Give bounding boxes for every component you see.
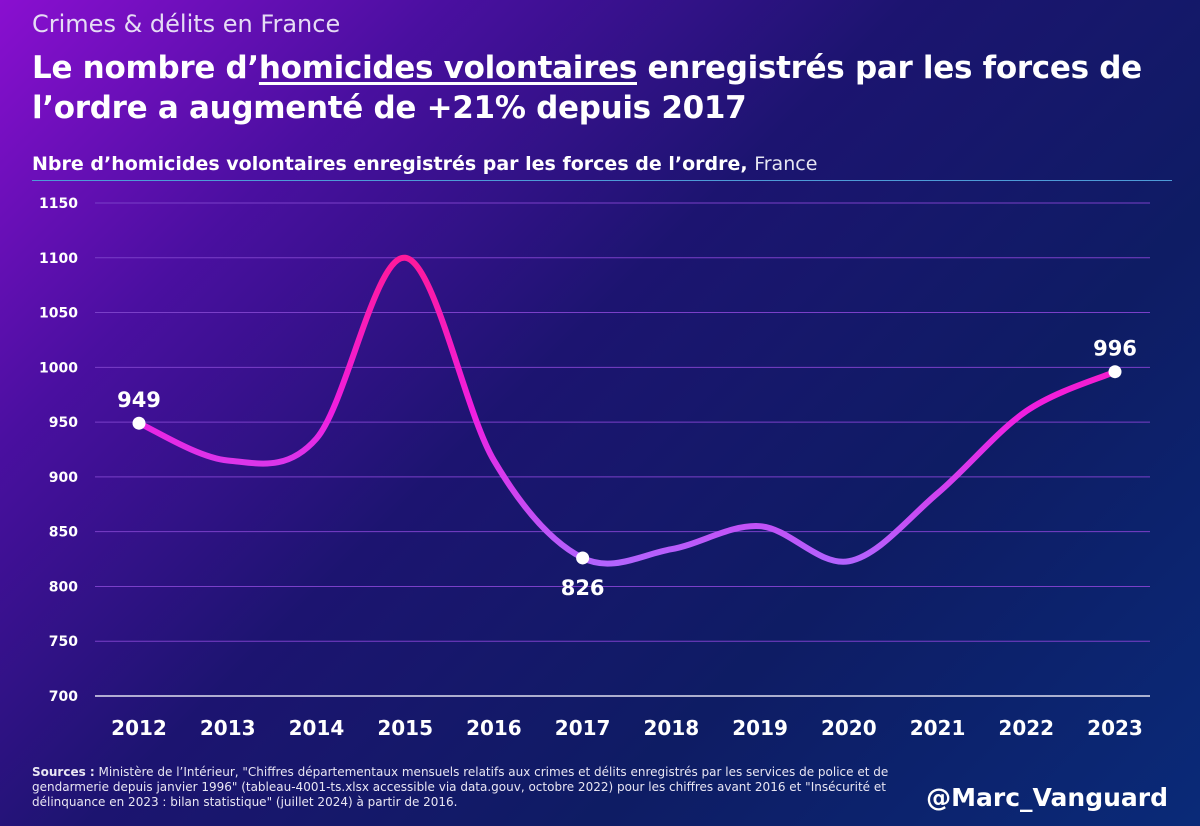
series-line: [136, 254, 1118, 567]
subtitle-bold: Nbre d’homicides volontaires enregistrés…: [32, 153, 748, 175]
x-tick-2013: 2013: [200, 716, 256, 740]
x-tick-labels: 2012 2013 2014 2015 2016 2017 2018 2019 2020 2021…: [111, 716, 1143, 740]
x-tick-2014: 2014: [289, 716, 345, 740]
subtitle-light: France: [754, 153, 818, 175]
markers: [132, 365, 1122, 565]
headline-post: enregistrés par les forces de l’ordre a …: [32, 50, 1142, 126]
sources-label: Sources :: [32, 765, 95, 779]
x-tick-2021: 2021: [910, 716, 966, 740]
marker-2017: [576, 551, 590, 565]
data-label-2023: 996: [1093, 337, 1137, 361]
y-tick-labels: 700 750 800 850 900 950 1000 1050 1100 1150: [39, 196, 78, 705]
y-tick-900: 900: [49, 470, 78, 486]
y-tick-1050: 1050: [39, 306, 78, 322]
headline-pre: Le nombre d’: [32, 50, 259, 86]
data-labels: 949 826 996: [117, 337, 1137, 600]
sources-text: Ministère de l’Intérieur, "Chiffres dépa…: [32, 765, 889, 809]
x-tick-2017: 2017: [555, 716, 611, 740]
marker-2012: [132, 416, 146, 430]
y-tick-700: 700: [49, 689, 78, 705]
marker-2023: [1108, 365, 1122, 379]
headline-underlined: homicides volontaires: [258, 50, 637, 86]
y-tick-950: 950: [49, 415, 78, 431]
sources-note: Sources : Ministère de l’Intérieur, "Chi…: [32, 765, 952, 810]
y-tick-800: 800: [49, 579, 78, 595]
data-label-2012: 949: [117, 388, 161, 412]
x-tick-2023: 2023: [1087, 716, 1143, 740]
y-tick-1100: 1100: [39, 251, 78, 267]
grid-layer: [95, 202, 1150, 642]
author-handle: @Marc_Vanguard: [926, 783, 1168, 812]
y-tick-850: 850: [49, 525, 78, 541]
y-tick-1000: 1000: [39, 360, 78, 376]
kicker: Crimes & délits en France: [32, 10, 341, 38]
y-tick-750: 750: [49, 634, 78, 650]
headline: Le nombre d’homicides volontaires enregi…: [32, 48, 1182, 128]
y-tick-1150: 1150: [39, 196, 78, 212]
x-tick-2016: 2016: [466, 716, 522, 740]
x-tick-2020: 2020: [821, 716, 877, 740]
x-tick-2012: 2012: [111, 716, 167, 740]
x-tick-2018: 2018: [644, 716, 700, 740]
x-tick-2019: 2019: [732, 716, 788, 740]
data-label-2017: 826: [561, 576, 605, 600]
subtitle-divider: [32, 180, 1172, 181]
chart-subtitle: Nbre d’homicides volontaires enregistrés…: [32, 153, 817, 175]
x-tick-2015: 2015: [377, 716, 433, 740]
x-tick-2022: 2022: [998, 716, 1054, 740]
